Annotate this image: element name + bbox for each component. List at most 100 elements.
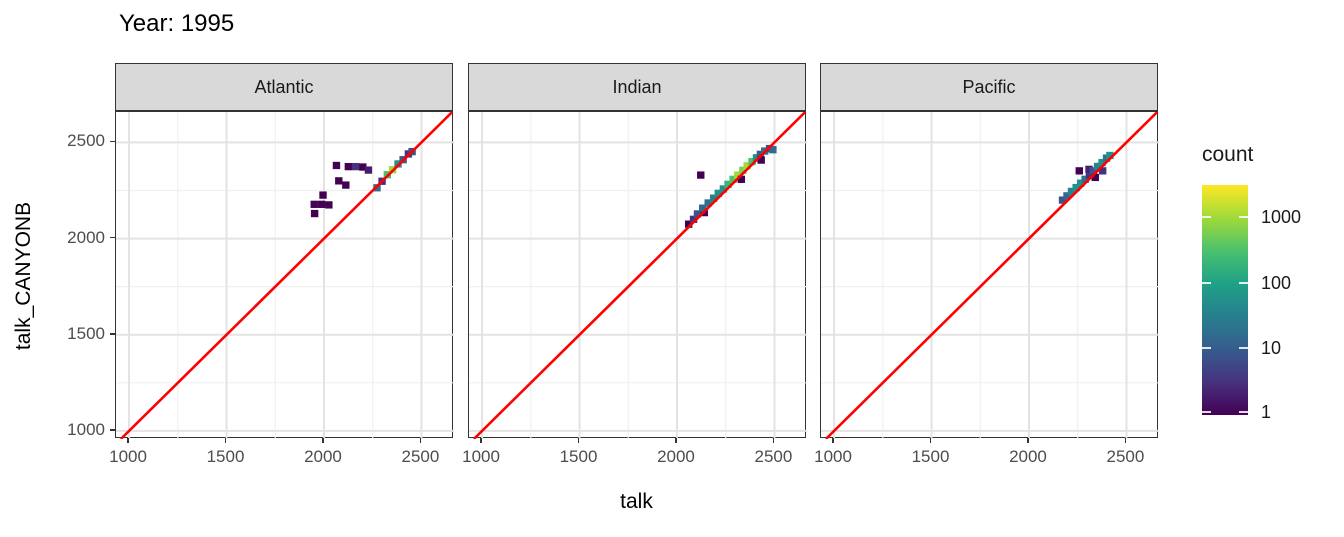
x-axis-tick [419,438,422,443]
bin-tile [359,163,367,171]
bin-tile [1098,167,1107,175]
y-axis-tick [110,140,115,143]
x-axis-tick [480,438,482,443]
colorbar-gradient [1202,185,1248,415]
bin-tile [719,185,728,193]
bin-tile [344,162,353,171]
bin-tile [335,177,343,185]
bin-tile [757,156,765,164]
x-tick-label: 1500 [559,447,598,466]
y-axis-tick [110,429,115,431]
bin-tile [1075,167,1083,175]
bin-tile [752,154,761,162]
bin-tile [1058,196,1067,204]
x-tick-label: 1000 [462,447,500,466]
bin-tile [332,161,341,170]
bin-tile [1085,165,1093,173]
facet-strip-indian: Indian [468,63,806,111]
bin-tile [684,220,693,228]
bin-tile [319,191,327,199]
x-tick-label: 2500 [754,447,793,466]
bin-tile [737,175,746,183]
bin-tile [739,166,747,174]
x-tick-label: 1000 [109,447,147,466]
panel-plot-area [116,112,454,439]
bin-tile [1085,171,1094,179]
y-tick-label: 2500 [67,131,105,151]
panel-atlantic [115,111,454,439]
bin-tile [1067,187,1076,196]
bin-tile [310,200,318,208]
bin-tile [310,209,319,218]
x-tick-label: 2000 [304,447,342,466]
identity-line [472,112,807,439]
bin-tile [351,162,360,171]
panel-indian [468,111,807,439]
bin-tile [342,181,350,189]
x-axis-tick [322,438,324,443]
x-tick-label: 2500 [1106,447,1145,466]
facet-strip-label: Pacific [962,76,1016,97]
x-tick-label: 1000 [814,447,852,466]
x-tick-label: 2000 [657,447,695,466]
x-axis-tick [675,438,677,443]
x-axis-tick [224,438,227,443]
bin-tile [325,201,333,209]
x-axis-title: talk [620,490,653,513]
x-axis-tick [1027,438,1029,443]
bin-tile [1098,158,1106,167]
colorbar-tick-mark [1239,410,1248,414]
x-tick-label: 1500 [206,447,245,466]
bin-tile [1093,162,1102,171]
colorbar-tick-mark [1202,346,1211,350]
bin-tile [689,215,698,223]
bin-tile [1089,167,1098,175]
legend-title: count [1202,143,1254,166]
colorbar-tick-label: 1 [1261,402,1272,422]
x-tick-label: 2500 [401,447,440,466]
bin-tile [697,171,705,179]
bin-tile [1081,175,1089,183]
bin-tile [693,210,702,218]
bin-tile [704,199,712,207]
y-axis-tick [110,332,115,335]
bin-tile [317,200,326,208]
bin-tile [1063,192,1071,200]
colorbar-tick-mark [1239,346,1248,350]
bin-tile [756,150,765,158]
bin-tile [1106,151,1114,160]
bin-tile [743,162,751,170]
x-axis-tick [127,438,129,443]
bin-tile [364,166,373,174]
colorbar-tick-label: 100 [1261,273,1292,293]
bin-tile [714,189,723,198]
colorbar-tick-label: 10 [1261,338,1282,358]
bin-tile [1072,183,1080,192]
colorbar-tick-mark [1202,215,1211,219]
panel-plot-area [469,112,807,439]
facet-strip-label: Atlantic [254,76,314,97]
bin-tile [724,180,732,188]
facet-strip-atlantic: Atlantic [115,63,453,111]
x-axis-tick [929,438,932,443]
x-tick-label: 2000 [1009,447,1047,466]
identity-line [119,112,454,439]
x-axis-tick [577,438,580,443]
y-tick-label: 1000 [67,419,105,439]
facet-strip-pacific: Pacific [820,63,1158,111]
colorbar-tick-mark [1202,281,1211,285]
plot-title: Year: 1995 [119,10,235,37]
x-axis-tick [772,438,775,443]
x-axis-tick [1124,438,1127,443]
bin-tile [699,204,707,212]
colorbar-tick-mark [1239,281,1248,285]
y-tick-label: 1500 [67,323,105,343]
y-tick-label: 2000 [67,227,105,247]
panel-plot-area [821,112,1159,439]
bin-tile [709,194,718,202]
bin-tile [734,171,742,179]
y-axis-title: talk_CANYONB [12,201,35,351]
bin-tile [1091,173,1099,182]
x-tick-label: 1500 [911,447,950,466]
